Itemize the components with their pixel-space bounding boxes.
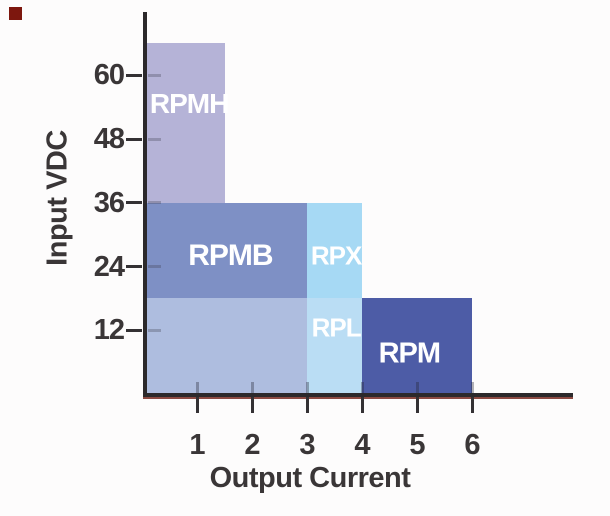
y-axis-title: Input VDC [41, 130, 74, 266]
x-tick [415, 397, 419, 413]
x-tick-label: 4 [354, 429, 370, 461]
region-rpmb: RPMB [144, 202, 307, 299]
x-axis-line [143, 393, 573, 397]
x-tick [360, 397, 364, 413]
corner-marker [9, 7, 22, 20]
x-tick-label: 6 [464, 429, 480, 461]
y-tick-label: 24 [93, 250, 125, 283]
x-tick [250, 397, 254, 413]
y-axis-line [143, 12, 147, 397]
x-axis-underline [143, 397, 573, 399]
y-tick-stub [148, 201, 161, 205]
y-tick [126, 137, 142, 141]
region-rpmh: RPMH [144, 43, 229, 203]
x-tick-stub [415, 382, 419, 394]
y-tick-label: 60 [93, 59, 125, 92]
y-tick [126, 265, 142, 268]
region-rpm: RPM [362, 298, 472, 397]
region-label-rpx: RPX [310, 240, 362, 271]
x-tick-stub [360, 382, 364, 394]
region-unlabeled [144, 298, 307, 397]
region-rpx: RPX [307, 202, 362, 299]
y-tick [126, 201, 142, 205]
x-tick-stub [470, 382, 474, 394]
x-tick-stub [305, 382, 309, 394]
x-tick-stub [250, 382, 254, 394]
region-label-rpmb: RPMB [188, 239, 273, 273]
x-tick-label: 2 [244, 429, 260, 461]
y-tick-label: 48 [93, 123, 125, 155]
region-label-rpmh: RPMH [149, 87, 229, 119]
x-axis-title: Output Current [209, 462, 411, 494]
x-tick [195, 397, 199, 413]
y-tick-label: 12 [93, 314, 125, 347]
x-tick-label: 1 [189, 429, 205, 461]
y-tick-stub [148, 73, 161, 77]
region-rpl: RPL [307, 298, 362, 397]
y-tick [126, 328, 142, 332]
x-tick-label: 3 [299, 429, 315, 461]
y-tick-stub [148, 265, 161, 268]
y-tick [126, 73, 142, 77]
y-tick-stub [148, 328, 161, 332]
region-label-rpl: RPL [311, 312, 362, 343]
y-tick-label: 36 [93, 186, 125, 219]
x-tick-label: 5 [409, 429, 425, 461]
x-tick-stub [195, 382, 199, 394]
x-tick [470, 397, 474, 413]
region-label-rpm: RPM [378, 337, 441, 370]
y-tick-stub [148, 137, 161, 141]
x-tick [305, 397, 309, 413]
